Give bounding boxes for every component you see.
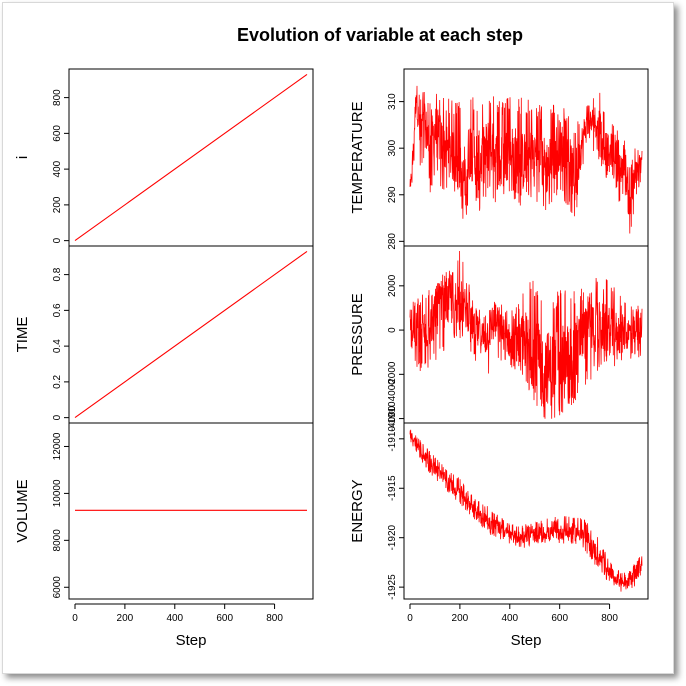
figure-svg: Evolution of variable at each step 0 200 4… [14,25,649,649]
y-tick-label: 0 [52,237,63,243]
plots-layer: 0200400600800i00.20.40.60.8TIME600080001… [14,68,649,649]
x-axis-label: Step [511,632,542,649]
y-tick-label: 0 [387,327,398,333]
y-tick-label: 2000 [387,274,398,297]
y-tick-label: 300 [387,139,398,156]
y-tick-label: 0.2 [52,374,63,388]
y-axis-label: TEMPERATURE [349,101,366,213]
series-line [409,429,643,592]
x-tick-label: 200 [452,613,469,624]
x-tick-label: 600 [216,613,233,624]
y-tick-label: 0.8 [52,267,63,281]
y-tick-label: 290 [387,186,398,203]
plot-frame [403,422,649,600]
x-tick-label: 0 [72,613,78,624]
series-line [409,250,643,419]
y-tick-label: 12000 [52,432,63,460]
y-tick-label: 10000 [52,479,63,507]
plot-volume: 6000 8000 10000 12000 VOLUME 0 200 400 600 800 Ste… [14,422,314,649]
y-tick-label: 200 [52,196,63,213]
y-tick-label: 0.4 [52,339,63,353]
y-tick-label: -1910 [387,426,398,452]
y-tick-label: 0 [52,414,63,420]
y-tick-label-overlap: -19104000 [387,379,398,427]
y-tick-label: 800 [52,89,63,106]
y-tick-label: 6000 [52,576,63,599]
y-tick-label: 310 [387,93,398,110]
y-tick-label: -1915 [387,475,398,501]
figure-card: Evolution of variable at each step 0 200 4… [2,2,674,674]
x-tick-label: 800 [601,613,618,624]
y-axis-label: VOLUME [14,479,31,542]
y-tick-label: 8000 [52,529,63,552]
y-tick-label: 280 [387,233,398,250]
series-line [409,85,643,234]
x-tick-label: 600 [551,613,568,624]
y-tick-label: 0.6 [52,303,63,317]
y-axis-label: ENERGY [349,479,366,542]
x-axis-label: Step [176,632,207,649]
plot-temperature: 280 290 300 310 TEMPERATURE [349,68,649,250]
x-tick-label: 800 [266,613,283,624]
plot-i: 0 200 400 600 800 i [14,68,314,247]
plot-frame [68,422,314,600]
y-tick-label: 400 [52,160,63,177]
series-line [74,73,308,242]
y-tick-label: -2000 [387,361,398,387]
x-tick-label: 200 [117,613,134,624]
x-tick-label: 400 [166,613,183,624]
y-axis-label: i [14,156,31,159]
y-tick-label: 600 [52,125,63,142]
y-tick-label: -4000 [387,405,398,431]
y-axis-label: TIME [14,317,31,353]
plot-time: 0 0.2 0.4 0.6 0.8 TIME [14,245,314,424]
y-axis-label: PRESSURE [349,293,366,376]
figure-title: Evolution of variable at each step [237,25,523,45]
x-tick-label: 0 [407,613,413,624]
x-tick-label: 400 [501,613,518,624]
y-tick-label: -1920 [387,524,398,550]
series-line [74,250,308,419]
y-tick-label: -1925 [387,574,398,600]
plot-energy: -1925 -1920 -1915 -1910-19104000 ENERGY 0 200 4… [349,379,649,649]
